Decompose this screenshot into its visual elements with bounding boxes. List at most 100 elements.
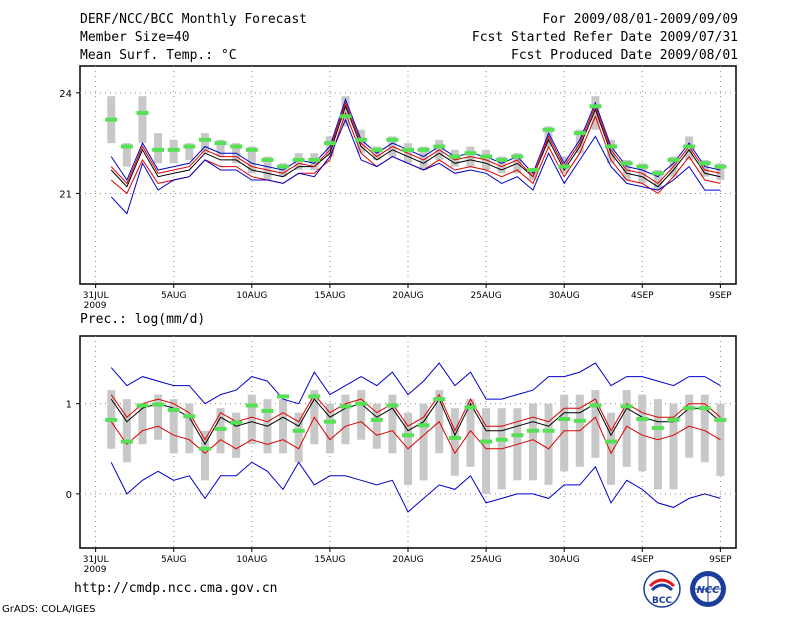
temp-observed-marker bbox=[464, 151, 477, 156]
prec-observed-marker bbox=[698, 406, 711, 411]
temp-observed-marker bbox=[542, 127, 555, 132]
prec-series-spread_lower bbox=[110, 416, 721, 455]
prec-series-spread_upper bbox=[110, 393, 721, 441]
prec-observed-marker bbox=[589, 403, 602, 408]
temp-box bbox=[216, 139, 225, 157]
prec-box bbox=[388, 394, 397, 454]
prec-xtick-label: 2009 bbox=[84, 565, 107, 575]
prec-observed-marker bbox=[714, 417, 727, 422]
prec-box bbox=[607, 412, 616, 485]
grads-credit: GrADS: COLA/IGES bbox=[2, 604, 96, 615]
prec-box bbox=[341, 394, 350, 445]
prec-observed-marker bbox=[417, 423, 430, 428]
prec-box bbox=[122, 399, 131, 463]
prec-observed-marker bbox=[542, 428, 555, 433]
source-url[interactable]: http://cmdp.ncc.cma.gov.cn bbox=[74, 581, 278, 596]
temp-box bbox=[200, 133, 209, 154]
temp-observed-marker bbox=[620, 161, 633, 166]
temp-observed-marker bbox=[214, 141, 227, 146]
temp-observed-marker bbox=[261, 157, 274, 162]
prec-observed-marker bbox=[511, 433, 524, 438]
prec-xtick-label: 5AUG bbox=[161, 555, 186, 565]
temp-observed-marker bbox=[277, 164, 290, 169]
prec-box bbox=[622, 390, 631, 467]
temp-observed-marker bbox=[323, 141, 336, 146]
prec-box bbox=[357, 390, 366, 440]
temp-series-max bbox=[110, 98, 721, 182]
temp-observed-marker bbox=[511, 154, 524, 159]
bcc-logo-text: BCC bbox=[652, 596, 672, 606]
temp-observed-marker bbox=[667, 157, 680, 162]
member-size-label: Member Size=40 bbox=[80, 30, 190, 45]
temp-observed-marker bbox=[339, 114, 352, 119]
forecast-start-label: Fcst Started Refer Date 2009/07/31 bbox=[471, 30, 738, 45]
temp-xtick-label: 5AUG bbox=[161, 291, 186, 301]
prec-observed-marker bbox=[495, 437, 508, 442]
prec-observed-marker bbox=[526, 428, 539, 433]
prec-box bbox=[232, 412, 241, 458]
prec-observed-marker bbox=[323, 419, 336, 424]
prec-observed-marker bbox=[448, 435, 461, 440]
prec-box bbox=[185, 403, 194, 454]
prec-box bbox=[560, 394, 569, 472]
prec-observed-marker bbox=[683, 406, 696, 411]
temp-observed-marker bbox=[370, 147, 383, 152]
temp-box bbox=[575, 129, 584, 154]
prec-box bbox=[466, 399, 475, 467]
temp-xtick-label: 15AUG bbox=[314, 291, 345, 301]
ncc-logo: NCC bbox=[686, 570, 730, 608]
temp-series-mean bbox=[110, 104, 721, 188]
temp-observed-marker bbox=[636, 164, 649, 169]
prec-box bbox=[638, 394, 647, 472]
prec-box bbox=[200, 430, 209, 481]
temp-observed-marker bbox=[698, 161, 711, 166]
temp-observed-marker bbox=[355, 137, 368, 142]
temp-box bbox=[653, 169, 662, 191]
temp-box bbox=[247, 146, 256, 174]
prec-xtick-label: 20AUG bbox=[392, 555, 423, 565]
temp-observed-marker bbox=[495, 157, 508, 162]
temp-observed-marker bbox=[230, 144, 243, 149]
prec-box bbox=[700, 394, 709, 463]
prec-observed-marker bbox=[573, 418, 586, 423]
prec-observed-marker bbox=[402, 433, 414, 438]
temp-observed-marker bbox=[167, 147, 180, 152]
temp-observed-marker bbox=[152, 147, 165, 152]
prec-xtick-label: 30AUG bbox=[549, 555, 580, 565]
temp-observed-marker bbox=[120, 144, 133, 149]
prec-observed-marker bbox=[198, 446, 211, 451]
prec-xtick-label: 25AUG bbox=[471, 555, 502, 565]
temp-series-min bbox=[110, 118, 721, 215]
prec-box bbox=[528, 403, 537, 481]
temp-observed-marker bbox=[402, 147, 414, 152]
prec-observed-marker bbox=[605, 439, 618, 444]
temp-box bbox=[419, 146, 428, 170]
temp-xtick-label: 10AUG bbox=[236, 291, 267, 301]
temp-xtick-label: 31JUL bbox=[83, 291, 109, 301]
temp-observed-marker bbox=[714, 164, 727, 169]
prec-xtick-label: 15AUG bbox=[314, 555, 345, 565]
temp-observed-marker bbox=[183, 144, 196, 149]
temp-box bbox=[341, 96, 350, 127]
temp-xtick-label: 20AUG bbox=[392, 291, 423, 301]
prec-observed-marker bbox=[558, 416, 571, 421]
temp-observed-marker bbox=[605, 144, 618, 149]
prec-box bbox=[279, 399, 288, 454]
prec-observed-marker bbox=[245, 403, 258, 408]
temp-observed-marker bbox=[292, 157, 305, 162]
prec-box bbox=[450, 408, 459, 476]
prec-xtick-label: 31JUL bbox=[83, 555, 109, 565]
temp-box bbox=[138, 96, 147, 144]
temp-box bbox=[497, 156, 506, 174]
temp-box bbox=[591, 96, 600, 130]
prec-observed-marker bbox=[167, 407, 180, 412]
forecast-produced-label: Fcst Produced Date 2009/08/01 bbox=[511, 48, 738, 63]
prec-box bbox=[669, 403, 678, 490]
prec-ytick-label: 0 bbox=[66, 490, 72, 501]
temp-box bbox=[122, 143, 131, 167]
prec-observed-marker bbox=[105, 417, 118, 422]
prec-observed-marker bbox=[308, 394, 321, 399]
temp-box bbox=[700, 159, 709, 177]
prec-box bbox=[716, 403, 725, 476]
